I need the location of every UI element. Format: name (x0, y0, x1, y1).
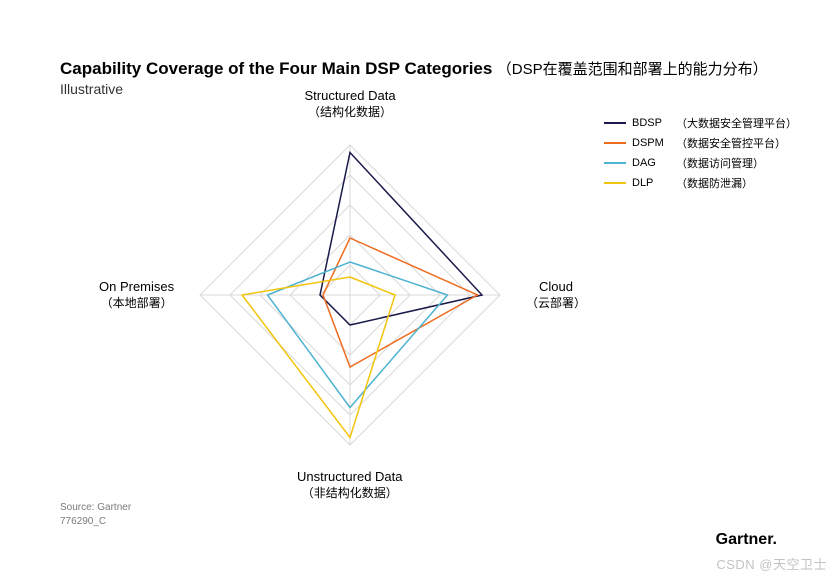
legend-row-dspm: DSPM （数据安全管控平台） (604, 135, 797, 151)
legend-code: DAG (632, 157, 672, 169)
watermark: CSDN @天空卫士 (716, 554, 827, 573)
source-line1: Source: Gartner (60, 501, 131, 515)
legend-row-dlp: DLP （数据防泄漏） (604, 175, 797, 191)
legend-zh: （数据防泄漏） (676, 175, 753, 191)
legend: BDSP （大数据安全管理平台） DSPM （数据安全管控平台） DAG （数据访问管理）… (604, 115, 797, 195)
series-dag (268, 262, 448, 408)
legend-swatch (604, 182, 626, 184)
radar-chart: Structured Data（结构化数据）Cloud（云部署）Unstruct… (60, 100, 640, 505)
axis-label-unstructured: Unstructured Data（非结构化数据） (297, 469, 403, 502)
legend-swatch (604, 142, 626, 144)
title-illustrative: Illustrative (60, 81, 768, 97)
legend-swatch (604, 162, 626, 164)
legend-zh: （数据安全管控平台） (676, 135, 786, 151)
source-block: Source: Gartner 776290_C (60, 501, 131, 529)
axis-label-structured: Structured Data（结构化数据） (305, 88, 396, 121)
title-zh: （DSP在覆盖范围和部署上的能力分布） (497, 61, 768, 78)
legend-swatch (604, 122, 626, 124)
title-main: Capability Coverage of the Four Main DSP… (60, 59, 492, 78)
legend-zh: （大数据安全管理平台） (676, 115, 797, 131)
legend-row-dag: DAG （数据访问管理） (604, 155, 797, 171)
series-dspm (323, 238, 478, 367)
brand-logo: Gartner. (716, 531, 777, 549)
title-block: Capability Coverage of the Four Main DSP… (60, 58, 768, 97)
legend-zh: （数据访问管理） (676, 155, 764, 171)
legend-code: BDSP (632, 117, 672, 129)
source-line2: 776290_C (60, 515, 131, 529)
legend-row-bdsp: BDSP （大数据安全管理平台） (604, 115, 797, 131)
axis-label-onprem: On Premises（本地部署） (99, 279, 174, 312)
series-bdsp (320, 153, 482, 326)
legend-code: DSPM (632, 137, 672, 149)
brand-text: Gartner (716, 531, 773, 548)
axis-label-cloud: Cloud（云部署） (526, 279, 586, 312)
legend-code: DLP (632, 177, 672, 189)
